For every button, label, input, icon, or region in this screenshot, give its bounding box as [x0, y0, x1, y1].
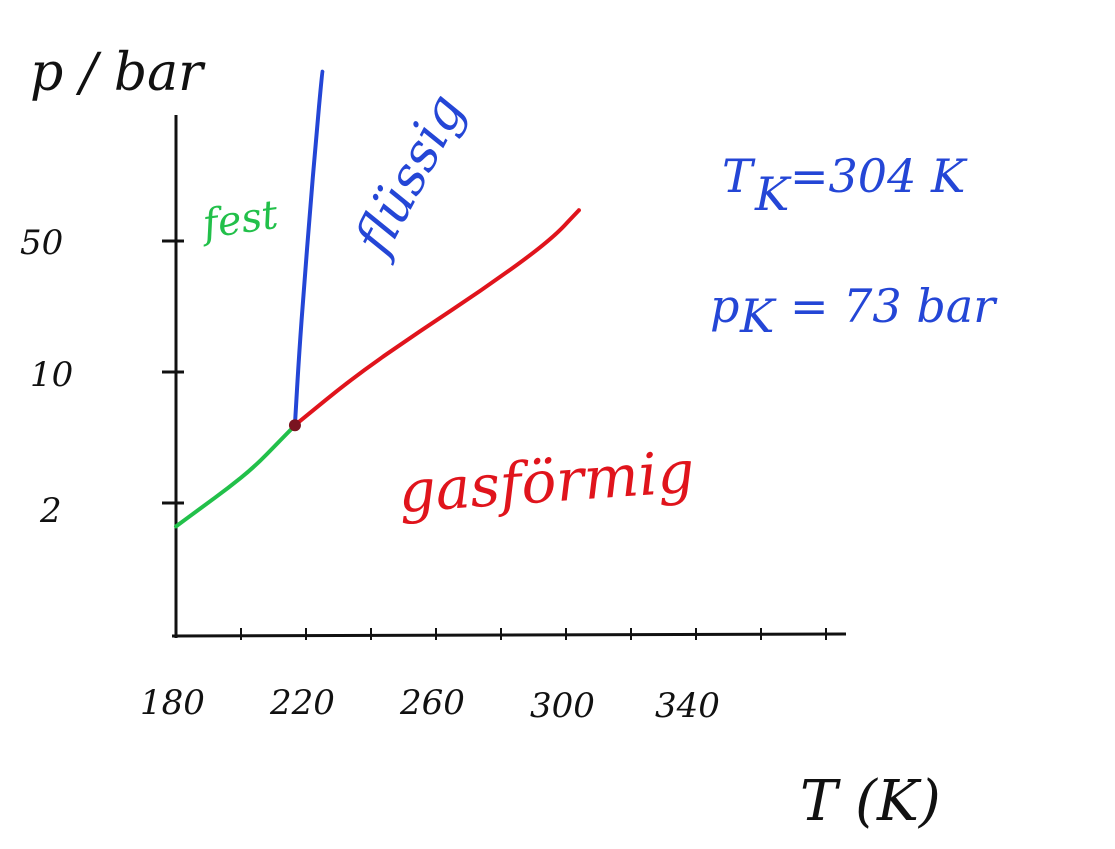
series-line-fest: [174, 423, 297, 529]
y-tick-labels: 2 10 50: [20, 223, 73, 531]
x-tick-label: 260: [399, 683, 465, 723]
x-tick-labels: 180 220 260 300 340: [140, 683, 720, 726]
series-line-gasfoermig: [292, 208, 581, 428]
critical-temperature-note: T K =304 K: [722, 149, 968, 221]
x-tick-label: 340: [655, 686, 720, 726]
y-axis-title: p / bar: [30, 43, 206, 103]
critical-temperature-value: =304 K: [790, 149, 968, 203]
series-line-fluessig: [292, 69, 325, 428]
critical-pressure-subscript: K: [739, 289, 777, 343]
critical-pressure-note: p K = 73 bar: [710, 279, 998, 343]
x-tick-label: 220: [269, 683, 335, 723]
x-axis-ticks: [240, 628, 827, 640]
y-axis-ticks: [162, 239, 184, 505]
x-axis-title: T (K): [800, 769, 941, 834]
y-tick-label: 10: [30, 355, 73, 395]
axes: [171, 115, 847, 638]
y-tick-label: 2: [39, 491, 62, 531]
x-tick-label: 180: [140, 683, 205, 723]
y-tick-label: 50: [20, 223, 63, 263]
phase-label-liquid: flüssig: [342, 85, 477, 268]
phase-label-gas: gasförmig: [396, 437, 696, 526]
critical-temperature-subscript: K: [754, 167, 792, 221]
x-axis-line: [171, 632, 847, 638]
triple-point-marker: [288, 419, 301, 432]
critical-pressure-symbol: p: [710, 279, 739, 333]
critical-pressure-value: = 73 bar: [790, 279, 998, 333]
critical-temperature-symbol: T: [722, 149, 756, 203]
x-tick-label: 300: [530, 686, 595, 726]
phase-label-solid: fest: [197, 192, 282, 249]
